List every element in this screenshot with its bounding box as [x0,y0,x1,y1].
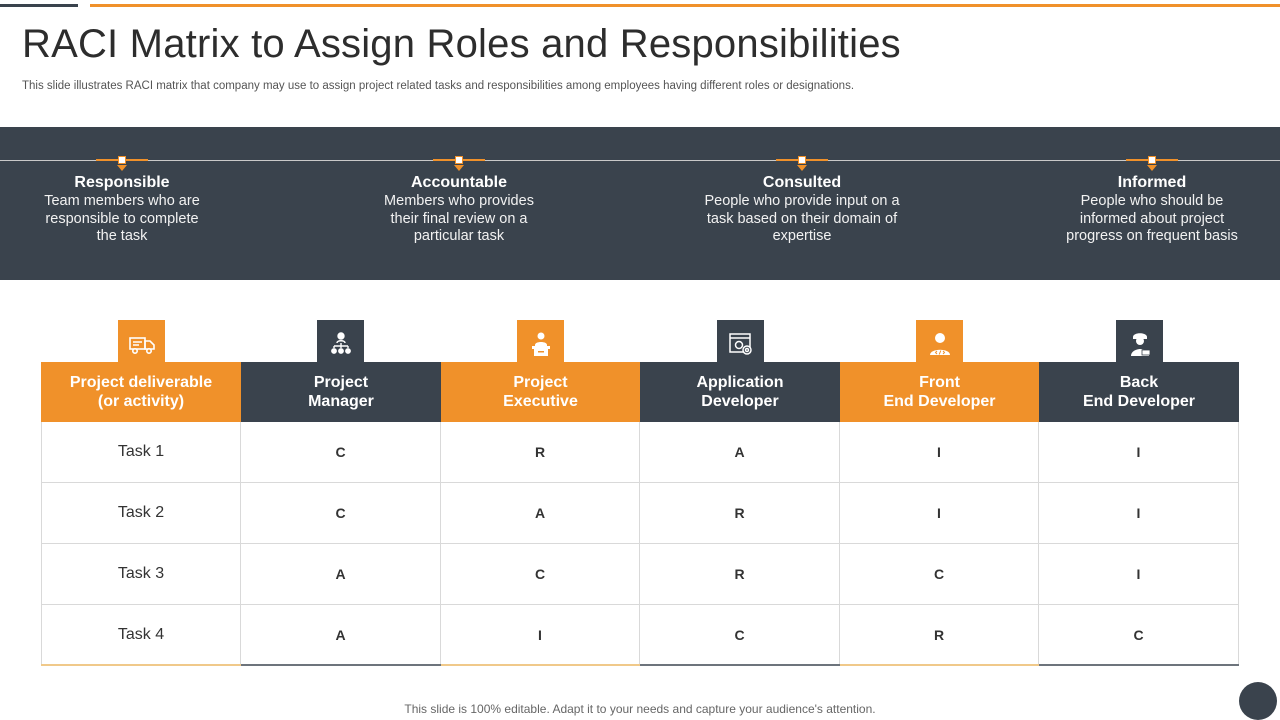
header-project-manager: Project Manager [241,362,441,422]
header-project-executive: Project Executive [441,362,640,422]
raci-cell: A [241,544,441,605]
raci-cell: C [640,605,840,666]
raci-term: Informed [1117,174,1187,191]
header-project-deliverable: Project deliverable (or activity) [41,362,241,422]
executive-desk-icon [517,320,564,367]
raci-description: People who provide input on a task based… [704,193,900,244]
raci-cell: C [441,544,640,605]
raci-cell: I [840,483,1039,544]
raci-cell: I [840,422,1039,483]
header-application-developer: Application Developer [640,362,840,422]
page-subtitle: This slide illustrates RACI matrix that … [22,80,855,92]
raci-term: Responsible [74,174,170,191]
raci-informed: Informed People who should be informed a… [1032,155,1272,246]
raci-description: Team members who are responsible to comp… [44,193,200,244]
raci-responsible: Responsible Team members who are respons… [2,155,242,246]
column-accent [1039,664,1239,666]
raci-cell: R [640,483,840,544]
raci-cell: A [640,422,840,483]
raci-cell: R [840,605,1039,666]
timeline-marker [1032,155,1272,173]
raci-term: Consulted [762,174,842,191]
hierarchy-icon [317,320,364,367]
frontend-user-icon [916,320,963,367]
raci-cell: C [840,544,1039,605]
raci-cell: C [241,483,441,544]
column-accent [41,664,241,666]
top-accent-orange [90,4,1280,7]
raci-cell: I [1039,483,1239,544]
column-accent [840,664,1039,666]
task-cell: Task 1 [41,422,241,483]
timeline-marker [339,155,579,173]
corner-decoration [1239,682,1277,720]
raci-consulted: Consulted People who provide input on a … [682,155,922,246]
task-cell: Task 2 [41,483,241,544]
truck-icon [118,320,165,367]
top-accent-dark [0,4,78,7]
raci-cell: R [640,544,840,605]
raci-description: People who should be informed about proj… [1066,193,1238,244]
task-cell: Task 3 [41,544,241,605]
raci-accountable: Accountable Members who provides their f… [339,155,579,246]
column-accent [640,664,840,666]
page-title: RACI Matrix to Assign Roles and Responsi… [22,22,901,66]
raci-cell: I [1039,544,1239,605]
app-settings-icon [717,320,764,367]
backend-developer-icon [1116,320,1163,367]
raci-cell: A [241,605,441,666]
timeline-marker [682,155,922,173]
raci-cell: I [441,605,640,666]
raci-cell: I [1039,422,1239,483]
raci-legend-band: Responsible Team members who are respons… [0,127,1280,280]
raci-cell: C [241,422,441,483]
raci-term: Accountable [410,174,507,191]
task-cell: Task 4 [41,605,241,666]
raci-description: Members who provides their final review … [384,193,534,244]
raci-table: Project deliverable (or activity) Projec… [41,362,1239,666]
column-accent [241,664,441,666]
header-back-end-developer: Back End Developer [1039,362,1239,422]
raci-cell: A [441,483,640,544]
raci-cell: C [1039,605,1239,666]
timeline-marker [2,155,242,173]
header-front-end-developer: Front End Developer [840,362,1039,422]
timeline-line [0,160,1280,161]
raci-cell: R [441,422,640,483]
column-accent [441,664,640,666]
footer-note: This slide is 100% editable. Adapt it to… [404,702,876,716]
